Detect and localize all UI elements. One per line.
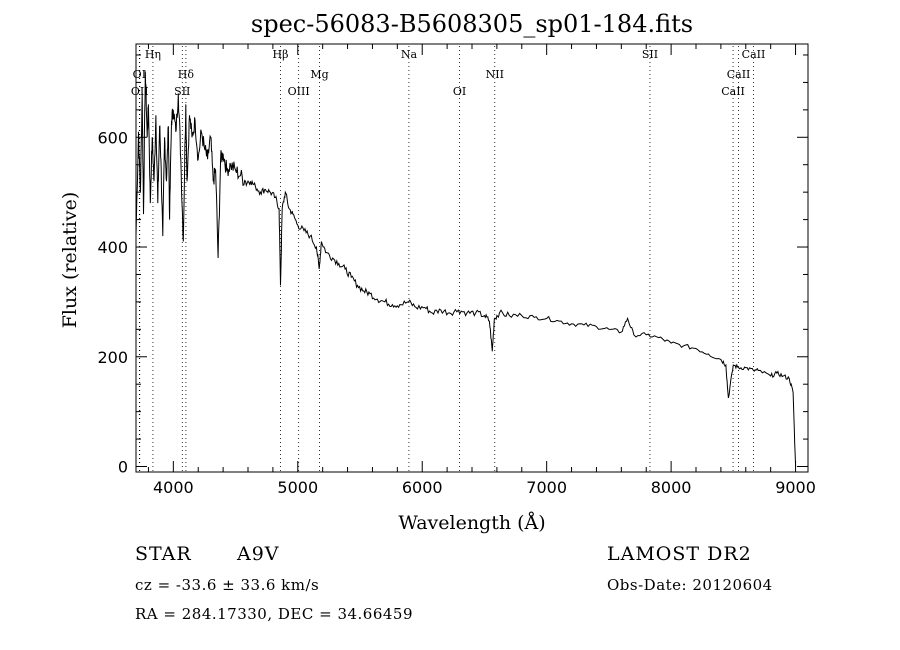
- line-marker-label: OIII: [288, 85, 310, 98]
- line-marker-label: Hβ: [273, 48, 289, 61]
- object-type: STAR: [135, 543, 192, 565]
- spectrum-line: [135, 71, 797, 467]
- line-marker-label: CaII: [721, 85, 745, 98]
- line-marker-label: SII: [642, 48, 658, 61]
- y-tick-label: 400: [97, 238, 128, 257]
- observation-date: Obs-Date: 20120604: [607, 576, 773, 594]
- line-marker-label: OI: [453, 85, 466, 98]
- line-marker-label: CaII: [727, 68, 751, 81]
- survey-name: LAMOST DR2: [607, 543, 752, 565]
- x-axis-label: Wavelength (Å): [398, 512, 545, 534]
- line-marker-label: OII: [131, 85, 149, 98]
- y-tick-label: 0: [118, 458, 128, 477]
- y-axis-label: Flux (relative): [59, 192, 81, 329]
- line-marker-label: Hη: [145, 48, 161, 61]
- line-marker-label: OI: [133, 68, 146, 81]
- line-marker-label: CaII: [742, 48, 766, 61]
- line-marker-label: Mg: [310, 68, 328, 81]
- spectral-subclass: A9V: [237, 543, 280, 565]
- chart-title: spec-56083-B5608305_sp01-184.fits: [251, 10, 693, 38]
- redshift-cz: cz = -33.6 ± 33.6 km/s: [135, 576, 320, 594]
- x-tick-label: 9000: [775, 478, 816, 497]
- x-tick-label: 4000: [153, 478, 194, 497]
- axes: 4000 5000 6000 7000 8000 9000 0 200 400 600: [97, 43, 816, 497]
- line-marker-label: SII: [174, 85, 190, 98]
- plot-frame: [135, 43, 809, 473]
- x-tick-label: 8000: [651, 478, 692, 497]
- line-marker-label: Na: [401, 48, 418, 61]
- y-tick-label: 200: [97, 348, 128, 367]
- x-tick-label: 6000: [402, 478, 443, 497]
- x-tick-label: 5000: [277, 478, 318, 497]
- line-marker-label: Hδ: [178, 68, 195, 81]
- x-tick-label: 7000: [526, 478, 567, 497]
- y-tick-label: 600: [97, 128, 128, 147]
- line-marker-label: NII: [486, 68, 504, 81]
- ra-dec-coordinates: RA = 284.17330, DEC = 34.66459: [135, 605, 414, 623]
